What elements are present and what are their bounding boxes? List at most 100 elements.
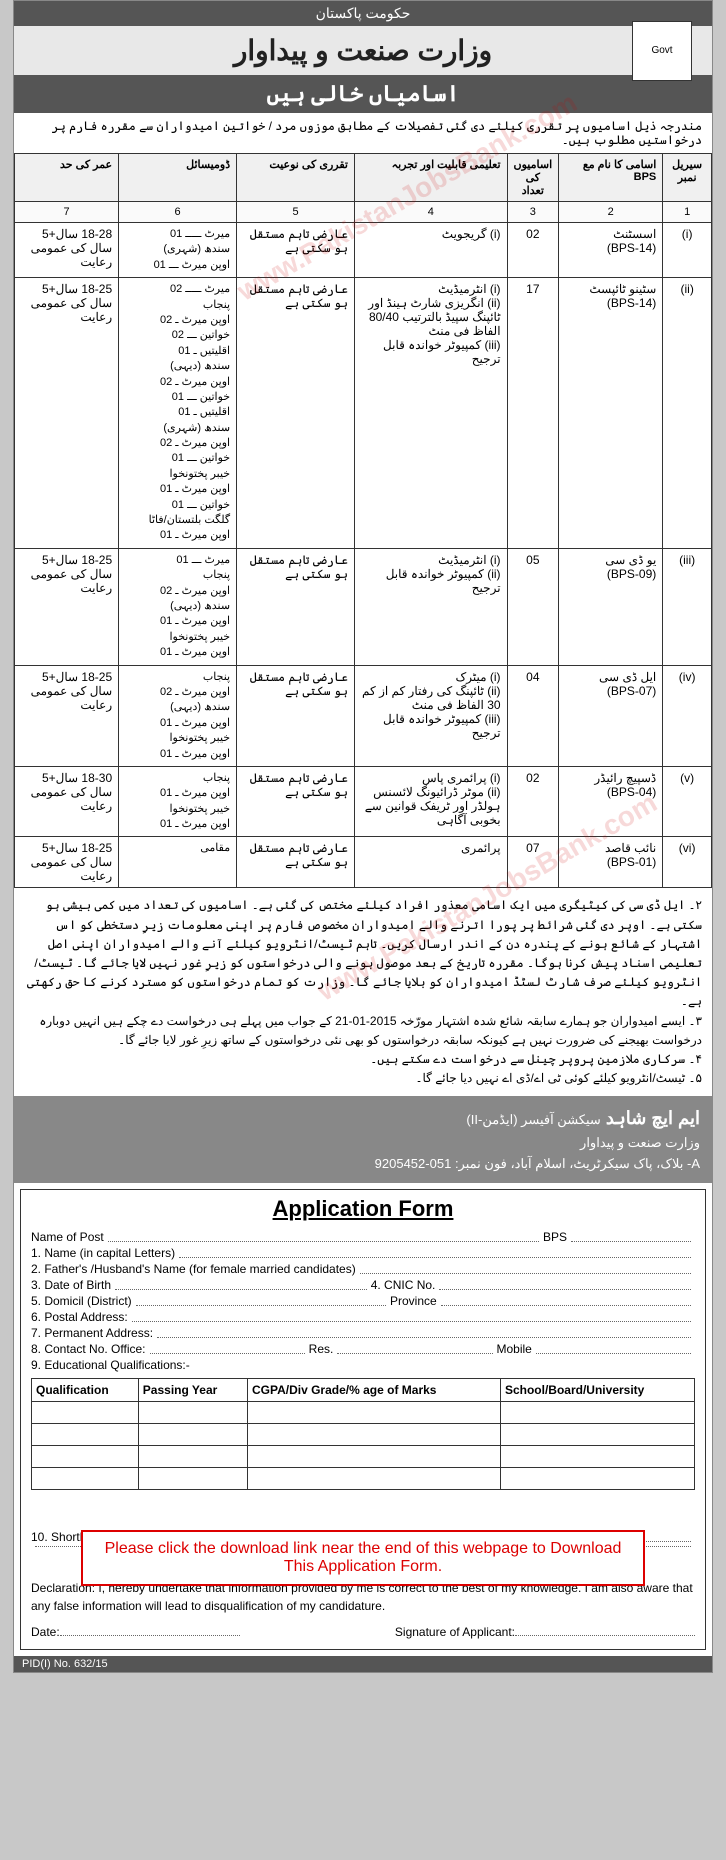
cell-sr: (vi) <box>663 837 712 888</box>
note-line: ۵۔ ٹیسٹ/انٹرویو کیلئے کوئی ٹی اے/ڈی اے ن… <box>24 1069 702 1088</box>
form-title: Application Form <box>31 1196 695 1222</box>
blank-province[interactable] <box>441 1294 691 1306</box>
table-row: (vi)نائب قاصد (BPS-01)07پرائمریعارضی تاہ… <box>15 837 712 888</box>
label-sign: Signature of Applicant: <box>395 1625 515 1639</box>
vacancy-banner: اسامیاں خالی ہیں <box>14 75 712 113</box>
table-row: (ii)سٹینو ٹائپسٹ (BPS-14)17(i) انٹرمیڈیٹ… <box>15 278 712 549</box>
cell-count: 04 <box>507 665 559 766</box>
cell-age: 18-25 سال+5 سال کی عمومی رعایت <box>15 548 119 665</box>
edu-th-year: Passing Year <box>138 1378 247 1401</box>
cell-dom: پنجاب اوپن میرٹ ـ 01 خیبر پختونخوا اوپن … <box>119 766 237 837</box>
cell-count: 02 <box>507 766 559 837</box>
th-count: اسامیوں کی تعداد <box>507 154 559 202</box>
label-dob: 3. Date of Birth <box>31 1278 111 1292</box>
cell-age: 18-28 سال+5 سال کی عمومی رعایت <box>15 223 119 278</box>
blank-res[interactable] <box>337 1342 492 1354</box>
cell-age: 18-25 سال+5 سال کی عمومی رعایت <box>15 665 119 766</box>
officer-dept: وزارت صنعت و پیداوار <box>26 1133 700 1154</box>
table-row: (v)ڈسپیچ رائیڈر (BPS-04)02(i) پرائمری پا… <box>15 766 712 837</box>
note-line: ۴۔ سرکاری ملازمین پروپر چینل سے درخواست … <box>24 1050 702 1069</box>
notes-block: ۲۔ ایل ڈی سی کی کیٹیگری میں ایک اسامی مع… <box>14 888 712 1096</box>
cell-name: ڈسپیچ رائیڈر (BPS-04) <box>559 766 663 837</box>
note-line: ۲۔ ایل ڈی سی کی کیٹیگری میں ایک اسامی مع… <box>24 896 702 1011</box>
cell-qual: (i) میٹرک (ii) ٹائپنگ کی رفتار کم از کم … <box>354 665 507 766</box>
edu-th-grade: CGPA/Div Grade/% age of Marks <box>247 1378 500 1401</box>
cell-age: 18-25 سال+5 سال کی عمومی رعایت <box>15 837 119 888</box>
label-bps: BPS <box>543 1230 567 1244</box>
edu-row[interactable] <box>32 1467 695 1489</box>
header-ministry: وزارت صنعت و پیداوار Govt <box>14 26 712 75</box>
cell-qual: (i) انٹرمیڈیٹ (ii) انگریزی شارٹ ہینڈ اور… <box>354 278 507 549</box>
edu-row[interactable] <box>32 1423 695 1445</box>
cell-count: 05 <box>507 548 559 665</box>
cell-type: عارضی تاہم مستقل ہو سکتی ہے <box>237 278 355 549</box>
pid-number: PID(I) No. 632/15 <box>14 1656 712 1672</box>
blank-date[interactable] <box>60 1635 240 1636</box>
th-sr: سیریل نمبر <box>663 154 712 202</box>
blank-post[interactable] <box>108 1230 539 1242</box>
label-mobile: Mobile <box>497 1342 532 1356</box>
govt-emblem-icon: Govt <box>632 21 692 81</box>
label-edu: 9. Educational Qualifications:- <box>31 1358 190 1372</box>
cell-count: 02 <box>507 223 559 278</box>
label-father: 2. Father's /Husband's Name (for female … <box>31 1262 356 1276</box>
cell-type: عارضی تاہم مستقل ہو سکتی ہے <box>237 766 355 837</box>
cell-type: عارضی تاہم مستقل ہو سکتی ہے <box>237 223 355 278</box>
blank-bps[interactable] <box>571 1230 691 1242</box>
jobs-table: سیریل نمبر اسامی کا نام مع BPS اسامیوں ک… <box>14 153 712 888</box>
label-permanent: 7. Permanent Address: <box>31 1326 153 1340</box>
label-post: Name of Post <box>31 1230 104 1244</box>
officer-addr: A- بلاک، پاک سیکرٹریٹ، اسلام آباد، فون ن… <box>26 1154 700 1175</box>
cell-age: 18-30 سال+5 سال کی عمومی رعایت <box>15 766 119 837</box>
header-gov: حکومت پاکستان <box>14 1 712 26</box>
cell-qual: (i) گریجویٹ <box>354 223 507 278</box>
cell-dom: میرٹ ـــــ 02 پنجاب اوپن میرٹ ـ 02 خواتی… <box>119 278 237 549</box>
edu-th-school: School/Board/University <box>500 1378 694 1401</box>
cell-dom: میرٹ ـــــ 01 سندھ (شہری) اوپن میرٹ ـــ … <box>119 223 237 278</box>
table-row: (iii)یو ڈی سی (BPS-09)05(i) انٹرمیڈیٹ (i… <box>15 548 712 665</box>
cell-count: 17 <box>507 278 559 549</box>
label-contact: 8. Contact No. Office: <box>31 1342 146 1356</box>
label-res: Res. <box>309 1342 334 1356</box>
cell-dom: میرٹ ـــ 01 پنجاب اوپن میرٹ ـ 02 سندھ (د… <box>119 548 237 665</box>
cell-name: نائب قاصد (BPS-01) <box>559 837 663 888</box>
cell-sr: (ii) <box>663 278 712 549</box>
label-postal: 6. Postal Address: <box>31 1310 128 1324</box>
table-numrow: 1 2 3 4 5 6 7 <box>15 202 712 223</box>
blank-domicile[interactable] <box>136 1294 386 1306</box>
cell-name: یو ڈی سی (BPS-09) <box>559 548 663 665</box>
cell-type: عارضی تاہم مستقل ہو سکتی ہے <box>237 548 355 665</box>
th-age: عمر کی حد <box>15 154 119 202</box>
intro-text: مندرجہ ذیل اسامیوں پر تقرری کیلئے دی گئی… <box>14 113 712 153</box>
cell-sr: (iii) <box>663 548 712 665</box>
th-name: اسامی کا نام مع BPS <box>559 154 663 202</box>
th-type: تقرری کی نوعیت <box>237 154 355 202</box>
blank-cnic[interactable] <box>439 1278 691 1290</box>
blank-sign[interactable] <box>515 1635 695 1636</box>
cell-name: سٹینو ٹائپسٹ (BPS-14) <box>559 278 663 549</box>
blank-permanent[interactable] <box>157 1326 691 1338</box>
label-date: Date: <box>31 1625 60 1639</box>
page: www.PakistanJobsBank.com www.PakistanJob… <box>13 0 713 1673</box>
cell-qual: (i) پرائمری پاس (ii) موٹر ڈرائیونگ لائسن… <box>354 766 507 837</box>
officer-name: ایم ایچ شاہد سیکشن آفیسر (ایڈمن-II) <box>26 1104 700 1133</box>
edu-row[interactable] <box>32 1401 695 1423</box>
blank-postal[interactable] <box>132 1310 691 1322</box>
cell-sr: (iv) <box>663 665 712 766</box>
edu-row[interactable] <box>32 1445 695 1467</box>
label-domicile: 5. Domicil (District) <box>31 1294 132 1308</box>
note-line: ۳۔ ایسے امیدواران جو ہمارے سابقہ شائع شد… <box>24 1012 702 1050</box>
th-dom: ڈومیسائل <box>119 154 237 202</box>
blank-office[interactable] <box>150 1342 305 1354</box>
label-name: 1. Name (in capital Letters) <box>31 1246 175 1260</box>
cell-type: عارضی تاہم مستقل ہو سکتی ہے <box>237 837 355 888</box>
education-table: Qualification Passing Year CGPA/Div Grad… <box>31 1378 695 1490</box>
blank-dob[interactable] <box>115 1278 367 1290</box>
cell-type: عارضی تاہم مستقل ہو سکتی ہے <box>237 665 355 766</box>
table-row: (iv)ایل ڈی سی (BPS-07)04(i) میٹرک (ii) ٹ… <box>15 665 712 766</box>
cell-sr: (v) <box>663 766 712 837</box>
signature-block: ایم ایچ شاہد سیکشن آفیسر (ایڈمن-II) وزار… <box>14 1096 712 1182</box>
blank-father[interactable] <box>360 1262 691 1274</box>
blank-mobile[interactable] <box>536 1342 691 1354</box>
blank-name[interactable] <box>179 1246 691 1258</box>
